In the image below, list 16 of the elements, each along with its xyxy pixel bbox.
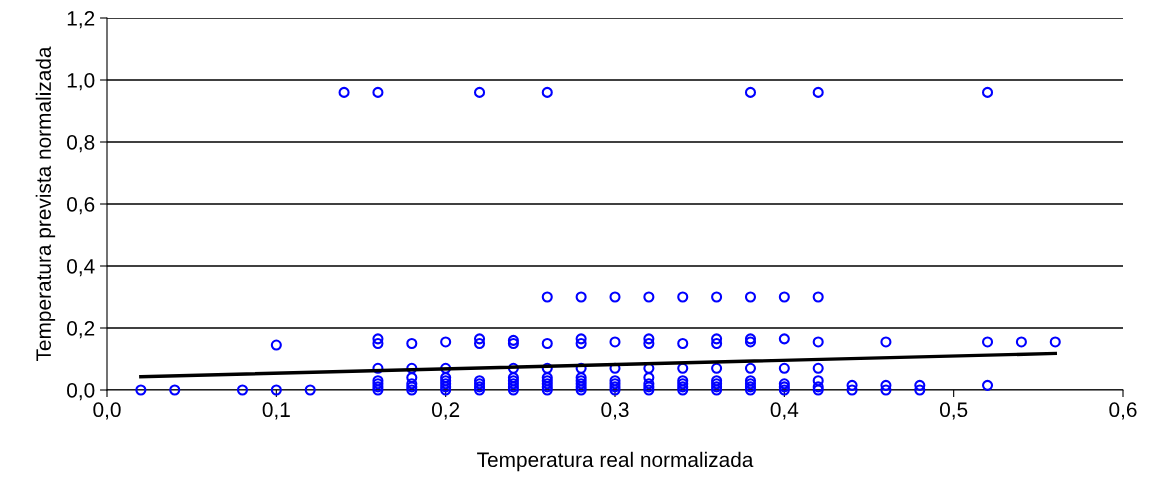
y-tick-label: 0,0	[67, 383, 95, 401]
y-axis-title: Temperatura prevista normalizada	[35, 46, 56, 361]
x-tick-label: 0,5	[940, 402, 968, 420]
y-tick-label: 1,0	[67, 73, 95, 91]
y-tick-label: 0,8	[67, 135, 95, 153]
x-tick-label: 0,0	[93, 402, 121, 420]
x-axis-title: Temperatura real normalizada	[477, 451, 754, 472]
y-tick-label: 0,4	[67, 259, 95, 277]
x-tick-label: 0,2	[432, 402, 460, 420]
y-tick-label: 1,2	[67, 11, 95, 29]
x-tick-label: 0,1	[262, 402, 290, 420]
y-tick-label: 0,2	[67, 321, 95, 339]
x-tick-label: 0,6	[1109, 402, 1137, 420]
x-tick-label: 0,4	[770, 402, 799, 420]
x-tick-label: 0,3	[601, 402, 629, 420]
y-tick-label: 0,6	[67, 197, 95, 215]
